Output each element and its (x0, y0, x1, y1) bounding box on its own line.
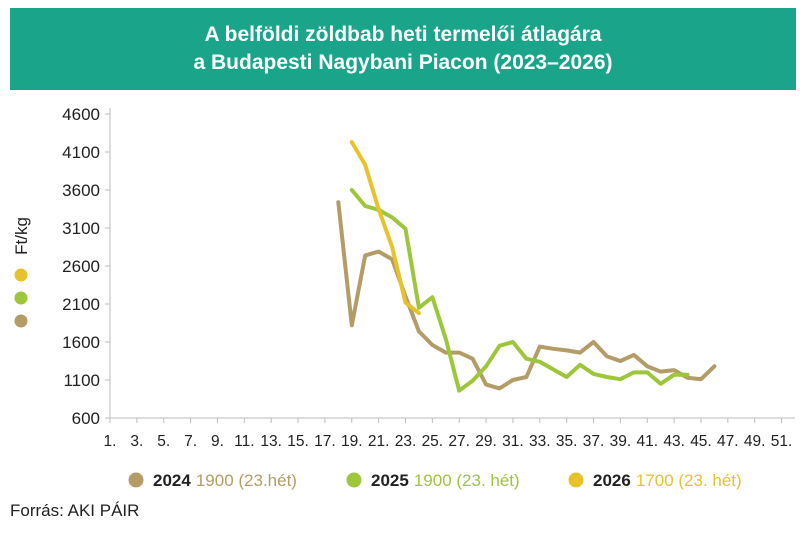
x-tick-label: 27. (448, 433, 470, 450)
x-tick-label: 23. (395, 433, 417, 450)
x-tick-label: 25. (422, 433, 444, 450)
y-tick-label: 4600 (62, 105, 100, 124)
x-tick-label: 15. (287, 433, 309, 450)
x-tick-label: 51. (771, 433, 793, 450)
x-tick-label: 11. (234, 433, 254, 450)
x-tick-label: 41. (636, 433, 658, 450)
x-tick-label: 17. (314, 433, 336, 450)
chart-title-line2: a Budapesti Nagybani Piacon (2023–2026) (193, 51, 613, 74)
x-tick-label: 19. (341, 433, 363, 450)
series-key-dot-2024 (14, 314, 28, 328)
legend-entry-2024: 2024 1900 (23.hét) (153, 471, 297, 490)
y-tick-label: 3100 (62, 219, 100, 238)
x-tick-label: 49. (744, 433, 766, 450)
x-tick-label: 39. (610, 433, 632, 450)
legend-entry-2025: 2025 1900 (23. hét) (371, 471, 520, 490)
y-tick-label: 1600 (62, 333, 100, 352)
x-tick-label: 37. (583, 433, 605, 450)
x-tick-label: 5. (157, 433, 170, 450)
x-tick-label: 45. (690, 433, 712, 450)
x-tick-label: 7. (184, 433, 197, 450)
series-key-dot-2025 (14, 291, 28, 305)
x-tick-label: 33. (529, 433, 551, 450)
x-tick-label: 13. (260, 433, 282, 450)
x-tick-label: 29. (475, 433, 497, 450)
series-line-2025 (349, 188, 690, 393)
y-axis-label: Ft/kg (12, 217, 31, 255)
x-tick-label: 9. (211, 433, 224, 450)
y-tick-label: 600 (72, 409, 100, 428)
legend-entry-2026: 2026 1700 (23. hét) (593, 471, 742, 490)
legend-marker-2025 (346, 472, 362, 488)
x-tick-label: 3. (130, 433, 143, 450)
y-tick-label: 2600 (62, 257, 100, 276)
series-line-2026 (349, 140, 421, 316)
legend-marker-2024 (128, 472, 144, 488)
legend-marker-2026 (568, 472, 584, 488)
y-tick-label: 2100 (62, 295, 100, 314)
x-tick-label: 35. (556, 433, 578, 450)
x-tick-label: 31. (502, 433, 524, 450)
chart-title-line1: A belföldi zöldbab heti termelői átlagár… (204, 23, 602, 46)
source-note: Forrás: AKI PÁIR (10, 501, 140, 520)
y-tick-label: 3600 (62, 181, 100, 200)
x-tick-label: 1. (104, 433, 117, 450)
y-tick-label: 4100 (62, 143, 100, 162)
y-tick-label: 1100 (63, 371, 100, 390)
series-key-dot-2026 (14, 268, 28, 282)
chart-title-banner: A belföldi zöldbab heti termelői átlagár… (10, 8, 796, 90)
x-tick-label: 47. (717, 433, 739, 450)
x-tick-label: 43. (663, 433, 685, 450)
x-tick-label: 21. (368, 433, 390, 450)
